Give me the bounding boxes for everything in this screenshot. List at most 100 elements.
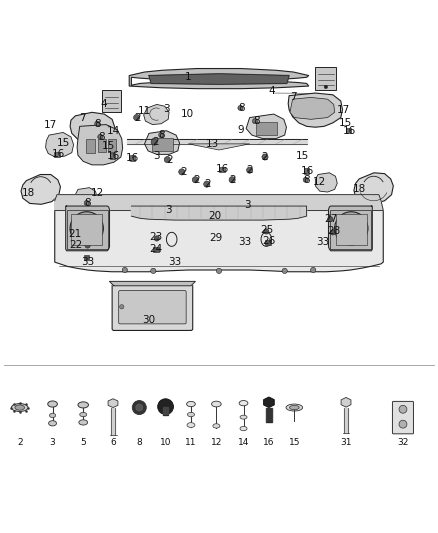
Polygon shape	[75, 188, 97, 207]
Text: 1: 1	[185, 72, 192, 82]
Ellipse shape	[11, 403, 28, 411]
Text: 2: 2	[152, 137, 159, 147]
Text: 8: 8	[84, 198, 91, 208]
Ellipse shape	[187, 401, 195, 407]
Circle shape	[164, 157, 170, 163]
Text: 16: 16	[343, 126, 356, 136]
Text: 21: 21	[68, 229, 81, 239]
Ellipse shape	[78, 402, 88, 408]
Bar	[108, 140, 116, 152]
Circle shape	[136, 404, 143, 411]
Text: 15: 15	[57, 138, 70, 148]
Bar	[110, 154, 115, 159]
Circle shape	[264, 229, 269, 234]
Polygon shape	[55, 195, 383, 211]
Ellipse shape	[213, 424, 220, 428]
FancyBboxPatch shape	[119, 290, 186, 324]
Text: 16: 16	[126, 153, 139, 163]
Polygon shape	[55, 200, 383, 272]
Text: 16: 16	[216, 164, 229, 174]
Text: 15: 15	[102, 141, 115, 151]
Text: 18: 18	[353, 184, 366, 195]
Bar	[102, 91, 121, 112]
Circle shape	[262, 154, 268, 160]
Circle shape	[122, 268, 127, 273]
Circle shape	[70, 212, 103, 245]
Polygon shape	[70, 112, 115, 143]
Polygon shape	[290, 98, 335, 119]
Bar	[67, 209, 108, 249]
Text: 2: 2	[134, 112, 141, 123]
Circle shape	[324, 85, 328, 88]
Text: 17: 17	[337, 104, 350, 115]
Text: 3: 3	[163, 104, 170, 114]
Ellipse shape	[240, 426, 247, 431]
Text: 7: 7	[79, 112, 86, 123]
Text: 26: 26	[262, 236, 276, 246]
Text: 6: 6	[110, 438, 116, 447]
Circle shape	[134, 115, 140, 120]
Text: 8: 8	[303, 175, 310, 185]
Circle shape	[159, 133, 164, 138]
Text: 10: 10	[181, 109, 194, 119]
FancyBboxPatch shape	[392, 401, 413, 434]
Text: 4: 4	[100, 100, 107, 109]
Text: 20: 20	[208, 211, 221, 221]
Text: 2: 2	[17, 438, 22, 447]
Circle shape	[151, 268, 156, 273]
Circle shape	[85, 243, 90, 248]
Bar	[71, 214, 102, 246]
Text: 16: 16	[106, 151, 120, 161]
Text: 10: 10	[160, 438, 171, 447]
Bar	[315, 67, 336, 91]
Polygon shape	[46, 133, 74, 157]
Bar	[336, 214, 367, 246]
Text: 13: 13	[206, 139, 219, 149]
Polygon shape	[131, 206, 307, 220]
Text: 33: 33	[238, 237, 251, 247]
Text: 23: 23	[149, 232, 162, 242]
Text: 8: 8	[159, 130, 166, 140]
Text: 8: 8	[238, 103, 245, 113]
Ellipse shape	[80, 413, 87, 417]
Text: 18: 18	[22, 188, 35, 198]
Text: 33: 33	[317, 237, 330, 247]
Bar	[152, 138, 173, 151]
Bar	[219, 167, 225, 172]
Polygon shape	[246, 114, 286, 139]
Polygon shape	[21, 174, 60, 204]
Bar	[98, 140, 106, 152]
Text: 28: 28	[327, 227, 340, 237]
Text: 17: 17	[44, 120, 57, 131]
Polygon shape	[144, 104, 169, 125]
Text: 2: 2	[261, 152, 268, 162]
Circle shape	[311, 268, 316, 273]
Polygon shape	[188, 144, 250, 150]
Polygon shape	[288, 93, 343, 127]
Polygon shape	[111, 408, 115, 435]
Text: 2: 2	[246, 165, 253, 175]
Circle shape	[399, 405, 407, 413]
Text: 3: 3	[153, 151, 160, 161]
Text: 12: 12	[211, 438, 222, 447]
Text: 12: 12	[313, 177, 326, 188]
Circle shape	[252, 118, 258, 124]
Polygon shape	[108, 399, 118, 408]
Text: 32: 32	[397, 438, 409, 447]
Text: 25: 25	[261, 225, 274, 235]
Circle shape	[120, 304, 124, 309]
Circle shape	[229, 177, 235, 183]
Polygon shape	[341, 398, 351, 407]
Text: 33: 33	[81, 257, 94, 267]
Text: 2: 2	[193, 175, 200, 185]
Polygon shape	[127, 140, 307, 144]
Bar	[256, 122, 277, 135]
Circle shape	[154, 236, 159, 241]
Text: 15: 15	[289, 438, 300, 447]
Text: 14: 14	[106, 126, 120, 136]
Text: 16: 16	[52, 149, 65, 159]
Circle shape	[132, 400, 146, 415]
Ellipse shape	[212, 401, 221, 407]
Circle shape	[330, 230, 336, 235]
Text: 33: 33	[169, 257, 182, 267]
